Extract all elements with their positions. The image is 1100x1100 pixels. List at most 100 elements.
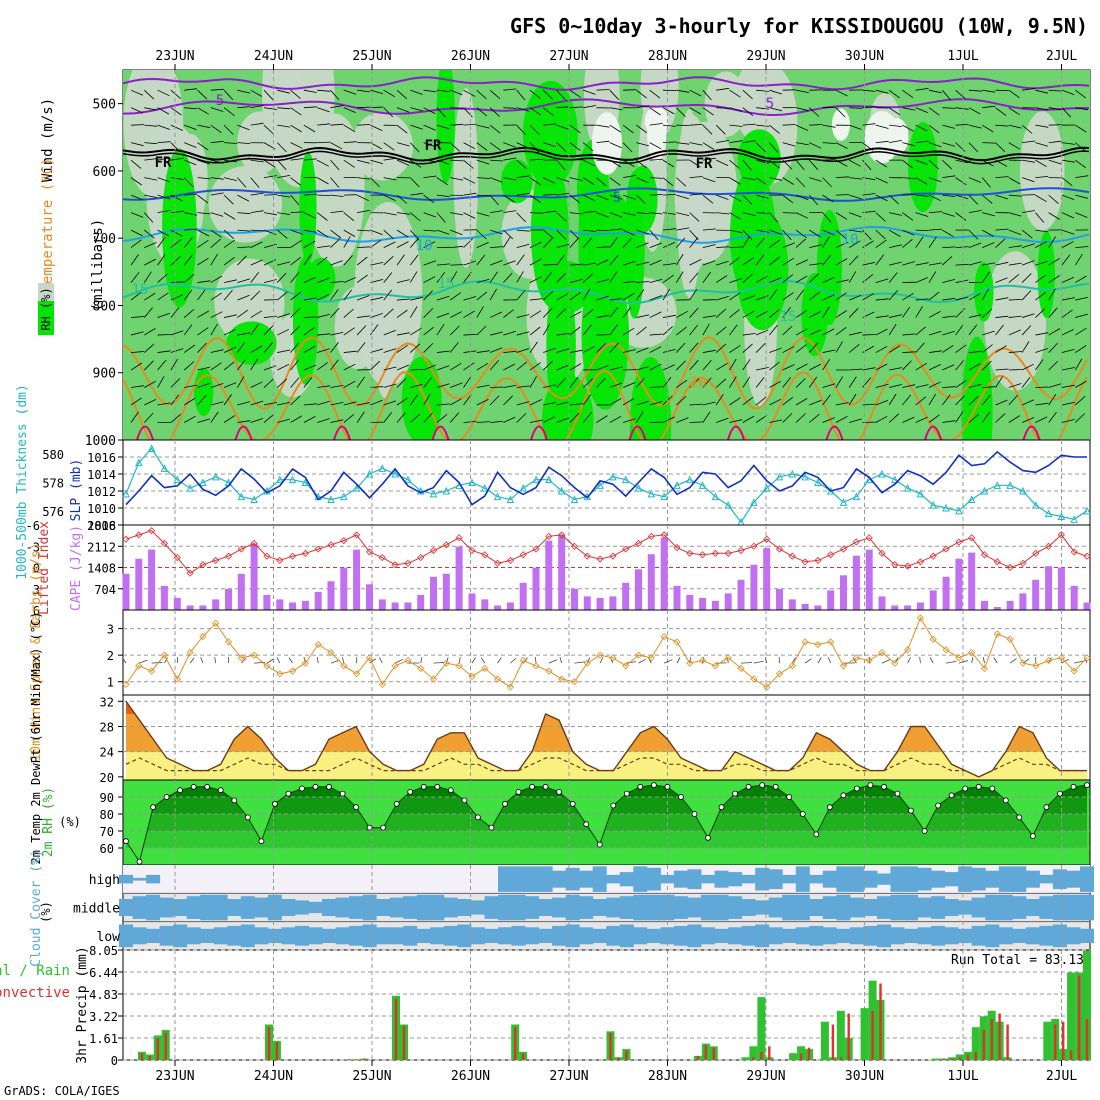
wind-barb — [729, 324, 738, 336]
wind-barb — [849, 159, 861, 167]
wind-barb — [702, 107, 714, 116]
wind-barb — [889, 124, 903, 127]
wind-barb — [317, 159, 329, 167]
thickness-point — [545, 475, 553, 484]
wind-barb — [170, 294, 183, 301]
wind-barb — [144, 380, 156, 388]
temp25-contour-line — [123, 369, 1088, 440]
cloud-low-bar — [728, 927, 743, 945]
wind10m-point — [570, 678, 579, 686]
wind-barb — [170, 378, 181, 388]
wind-barb — [755, 310, 768, 318]
wind-barb — [569, 326, 581, 336]
wind-barb — [223, 89, 234, 101]
thickness-point — [416, 486, 425, 495]
rh2m-point — [515, 789, 522, 795]
wind-barb — [184, 193, 198, 196]
thickness-point — [391, 469, 399, 478]
wind10m-barb — [1074, 660, 1084, 664]
wind10m-point — [365, 654, 374, 662]
wind-barb — [902, 384, 916, 388]
wind-barb — [197, 383, 210, 388]
wind-barb — [450, 107, 464, 109]
wind-barb — [662, 416, 675, 423]
wind-barb — [782, 345, 795, 353]
wind-barb — [968, 229, 979, 240]
wind-barb — [330, 229, 342, 239]
wind-barb — [875, 363, 888, 371]
wind-barb — [875, 212, 886, 222]
cloud-middle-bar — [457, 899, 472, 916]
wind10m-barb — [151, 661, 163, 664]
wind-barb — [277, 402, 291, 406]
wind10m-barb — [817, 657, 822, 664]
cloud-middle-bar — [240, 896, 255, 919]
wind-barb — [449, 271, 458, 283]
wind-barb — [729, 419, 743, 423]
wind-barb — [822, 349, 836, 353]
wind-barb — [995, 399, 1008, 406]
wind-barb — [277, 349, 291, 353]
wind-barb — [1048, 411, 1057, 423]
pressure-tick-label: 500 — [93, 98, 116, 113]
cloud-middle-bar — [998, 894, 1013, 921]
wind-barb — [609, 415, 622, 423]
wind10m-point — [391, 662, 399, 670]
wind-barb — [210, 177, 224, 180]
precip-grid — [123, 949, 1090, 1061]
wind-barb — [1035, 124, 1049, 128]
cloud-middle-bar — [890, 894, 905, 921]
wind-barb — [795, 124, 809, 131]
wind-barb — [968, 261, 982, 266]
wind-barb — [529, 158, 544, 161]
wind10m-barb — [958, 660, 969, 664]
wind-barb — [942, 315, 956, 318]
wind-barb — [423, 142, 437, 148]
wind-barb — [370, 262, 384, 266]
wind-barb — [782, 257, 795, 266]
cloud-low-bar — [389, 927, 404, 945]
wind-barb — [316, 362, 328, 371]
rh2m-point — [678, 794, 684, 800]
wind-barb — [410, 159, 422, 168]
wind-barb — [795, 378, 806, 388]
cloud-middle-bar — [308, 901, 323, 914]
wind-barb — [330, 281, 344, 283]
wind-barb — [250, 210, 264, 214]
precip-convective-bar — [347, 1059, 350, 1060]
wind-barb — [237, 341, 246, 353]
wind-barb — [609, 271, 618, 283]
wind-barb — [489, 395, 500, 406]
precip-convective-bar — [617, 1057, 620, 1060]
cape-bar — [481, 599, 489, 610]
wind-barb — [596, 377, 606, 388]
wind-barb — [1075, 275, 1087, 283]
wind-barb — [888, 290, 898, 301]
wind-barb — [822, 194, 834, 203]
wind-barb — [330, 385, 344, 388]
wind-barb — [410, 413, 421, 423]
rh2m-point — [380, 824, 387, 831]
wind-barb — [543, 416, 556, 423]
wind-barb — [702, 323, 710, 336]
wind10m-point — [276, 670, 284, 678]
lifted-index-point — [570, 542, 579, 550]
wind-barb — [942, 330, 955, 336]
wind-barb — [144, 242, 157, 248]
cloud-middle-bar — [281, 899, 296, 916]
wind-barb — [729, 229, 743, 234]
precip-total-bar — [1083, 950, 1091, 1060]
wind-barb — [662, 141, 677, 144]
cloud-middle-bar — [403, 896, 418, 919]
precip-total-bar — [955, 1054, 964, 1060]
wind-barb — [250, 290, 261, 301]
wind-barb — [290, 377, 300, 388]
wind-barb — [556, 273, 566, 283]
wind-barb — [1008, 124, 1022, 129]
precip-convective-bar — [760, 1051, 763, 1060]
cape-bar — [135, 558, 143, 610]
thickness-point — [506, 495, 515, 503]
wind-barb — [782, 306, 791, 318]
temp2m-tick-label: 24 — [100, 746, 114, 760]
